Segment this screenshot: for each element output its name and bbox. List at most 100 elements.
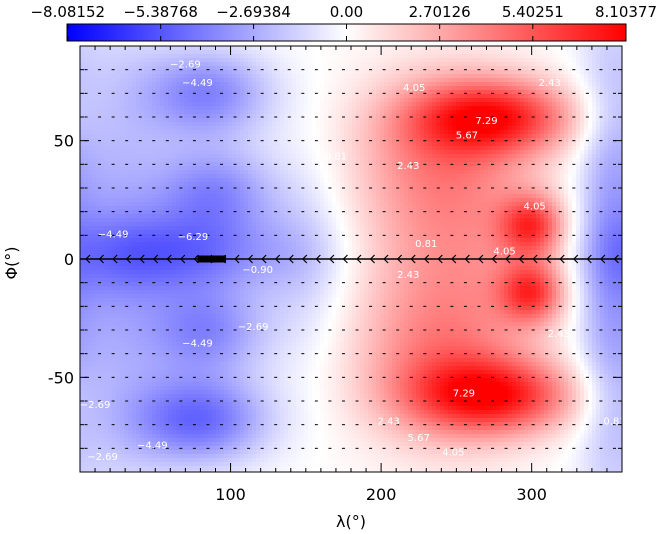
heatmap-cell bbox=[136, 110, 141, 115]
heatmap-cell bbox=[208, 370, 213, 375]
heatmap-cell bbox=[196, 118, 201, 123]
heatmap-cell bbox=[224, 262, 229, 267]
heatmap-cell bbox=[96, 270, 101, 275]
heatmap-cell bbox=[136, 438, 141, 443]
heatmap-cell bbox=[236, 118, 241, 123]
heatmap-cell bbox=[124, 274, 129, 279]
heatmap-cell bbox=[144, 178, 149, 183]
heatmap-cell bbox=[236, 450, 241, 455]
heatmap-cell bbox=[216, 378, 221, 383]
heatmap-cell bbox=[100, 266, 105, 271]
heatmap-cell bbox=[252, 166, 257, 171]
heatmap-cell bbox=[164, 234, 169, 239]
heatmap-cell bbox=[168, 58, 173, 63]
heatmap-cell bbox=[240, 338, 245, 343]
heatmap-cell bbox=[148, 466, 153, 471]
heatmap-cell bbox=[260, 386, 265, 391]
heatmap-cell bbox=[188, 430, 193, 435]
heatmap-cell bbox=[160, 262, 165, 267]
heatmap-cell bbox=[240, 330, 245, 335]
heatmap-cell bbox=[172, 254, 177, 259]
heatmap-cell bbox=[220, 270, 225, 275]
heatmap-cell bbox=[168, 338, 173, 343]
heatmap-cell bbox=[100, 314, 105, 319]
heatmap-cell bbox=[252, 282, 257, 287]
heatmap-cell bbox=[260, 214, 265, 219]
heatmap-cell bbox=[204, 182, 209, 187]
heatmap-cell bbox=[176, 370, 181, 375]
heatmap-cell bbox=[88, 210, 93, 215]
heatmap-cell bbox=[220, 466, 225, 471]
heatmap-cell bbox=[244, 78, 249, 83]
heatmap-cell bbox=[156, 366, 161, 371]
heatmap-cell bbox=[116, 334, 121, 339]
heatmap-cell bbox=[128, 162, 133, 167]
heatmap-cell bbox=[216, 134, 221, 139]
heatmap-cell bbox=[96, 154, 101, 159]
heatmap-cell bbox=[180, 194, 185, 199]
heatmap-cell bbox=[228, 146, 233, 151]
heatmap-cell bbox=[80, 418, 85, 423]
heatmap-cell bbox=[128, 78, 133, 83]
heatmap-cell bbox=[256, 250, 261, 255]
heatmap-cell bbox=[168, 394, 173, 399]
heatmap-cell bbox=[264, 70, 269, 75]
heatmap-cell bbox=[132, 202, 137, 207]
heatmap-cell bbox=[96, 166, 101, 171]
heatmap-cell bbox=[164, 342, 169, 347]
heatmap-cell bbox=[192, 62, 197, 67]
heatmap-cell bbox=[96, 226, 101, 231]
heatmap-cell bbox=[232, 122, 237, 127]
heatmap-cell bbox=[132, 54, 137, 59]
heatmap-cell bbox=[252, 270, 257, 275]
heatmap-cell bbox=[184, 66, 189, 71]
heatmap-cell bbox=[208, 178, 213, 183]
heatmap-cell bbox=[164, 62, 169, 67]
heatmap-cell bbox=[100, 246, 105, 251]
heatmap-cell bbox=[184, 54, 189, 59]
heatmap-cell bbox=[260, 122, 265, 127]
heatmap-cell bbox=[180, 294, 185, 299]
heatmap-cell bbox=[252, 306, 257, 311]
heatmap-cell bbox=[156, 414, 161, 419]
heatmap-cell bbox=[132, 310, 137, 315]
heatmap-cell bbox=[252, 182, 257, 187]
heatmap-cell bbox=[88, 266, 93, 271]
heatmap-cell bbox=[204, 318, 209, 323]
heatmap-cell bbox=[80, 58, 85, 63]
heatmap-cell bbox=[176, 426, 181, 431]
heatmap-cell bbox=[144, 318, 149, 323]
heatmap-cell bbox=[88, 274, 93, 279]
heatmap-cell bbox=[132, 234, 137, 239]
heatmap-cell bbox=[88, 358, 93, 363]
heatmap-cell bbox=[208, 138, 213, 143]
heatmap-cell bbox=[256, 94, 261, 99]
heatmap-cell bbox=[256, 446, 261, 451]
heatmap-cell bbox=[100, 438, 105, 443]
heatmap-cell bbox=[112, 414, 117, 419]
heatmap-cell bbox=[232, 202, 237, 207]
heatmap-cell bbox=[256, 214, 261, 219]
heatmap-cell bbox=[92, 122, 97, 127]
heatmap-cell bbox=[228, 278, 233, 283]
heatmap-cell bbox=[248, 86, 253, 91]
heatmap-cell bbox=[168, 90, 173, 95]
heatmap-cell bbox=[168, 54, 173, 59]
heatmap-cell bbox=[204, 102, 209, 107]
heatmap-cell bbox=[200, 226, 205, 231]
heatmap-cell bbox=[244, 142, 249, 147]
heatmap-cell bbox=[88, 222, 93, 227]
heatmap-cell bbox=[136, 350, 141, 355]
heatmap-cell bbox=[256, 342, 261, 347]
heatmap-cell bbox=[84, 430, 89, 435]
heatmap-cell bbox=[148, 234, 153, 239]
heatmap-cell bbox=[168, 202, 173, 207]
heatmap-cell bbox=[172, 158, 177, 163]
heatmap-cell bbox=[184, 426, 189, 431]
heatmap-cell bbox=[256, 322, 261, 327]
heatmap-cell bbox=[168, 270, 173, 275]
heatmap-cell bbox=[248, 170, 253, 175]
heatmap-cell bbox=[112, 70, 117, 75]
heatmap-cell bbox=[144, 298, 149, 303]
heatmap-cell bbox=[92, 334, 97, 339]
